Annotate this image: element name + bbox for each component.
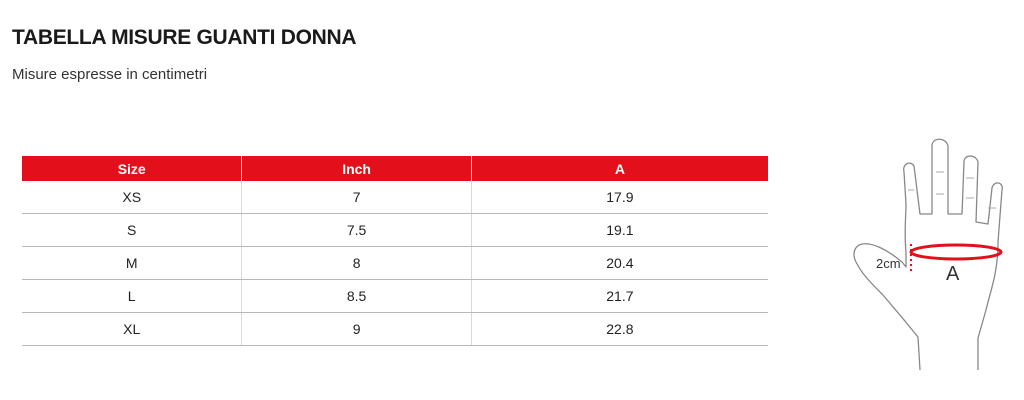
column-header-inch: Inch bbox=[241, 156, 472, 181]
cell-inch: 7.5 bbox=[241, 213, 472, 247]
measure-label: A bbox=[946, 263, 960, 285]
column-header-size: Size bbox=[22, 156, 242, 181]
page-subtitle: Misure espresse in centimetri bbox=[12, 66, 208, 83]
table-header-row: Size Inch A bbox=[22, 156, 768, 181]
cell-a: 20.4 bbox=[470, 246, 768, 280]
cell-inch: 7 bbox=[241, 181, 472, 214]
hand-measurement-icon: 2cm A bbox=[840, 132, 1010, 377]
cell-a: 17.9 bbox=[470, 181, 768, 214]
table-row: XS 7 17.9 bbox=[22, 181, 768, 214]
column-header-a: A bbox=[470, 156, 768, 181]
cell-a: 21.7 bbox=[470, 279, 768, 313]
size-chart-table: Size Inch A XS 7 17.9 S 7.5 19.1 M 8 20.… bbox=[22, 156, 768, 346]
cell-a: 22.8 bbox=[470, 312, 768, 346]
table-row: M 8 20.4 bbox=[22, 246, 768, 280]
page-title: TABELLA MISURE GUANTI DONNA bbox=[12, 26, 357, 49]
table-row: XL 9 22.8 bbox=[22, 312, 768, 346]
cell-inch: 8.5 bbox=[241, 279, 472, 313]
table-row: S 7.5 19.1 bbox=[22, 213, 768, 247]
cell-a: 19.1 bbox=[470, 213, 768, 247]
measurement-band bbox=[909, 243, 1003, 261]
cell-size: S bbox=[22, 213, 242, 247]
hand-outline bbox=[853, 138, 1003, 371]
cell-size: L bbox=[22, 279, 242, 313]
table-row: L 8.5 21.7 bbox=[22, 279, 768, 313]
distance-label: 2cm bbox=[876, 256, 901, 271]
cell-inch: 8 bbox=[241, 246, 472, 280]
cell-inch: 9 bbox=[241, 312, 472, 346]
cell-size: XS bbox=[22, 181, 242, 214]
cell-size: XL bbox=[22, 312, 242, 346]
cell-size: M bbox=[22, 246, 242, 280]
